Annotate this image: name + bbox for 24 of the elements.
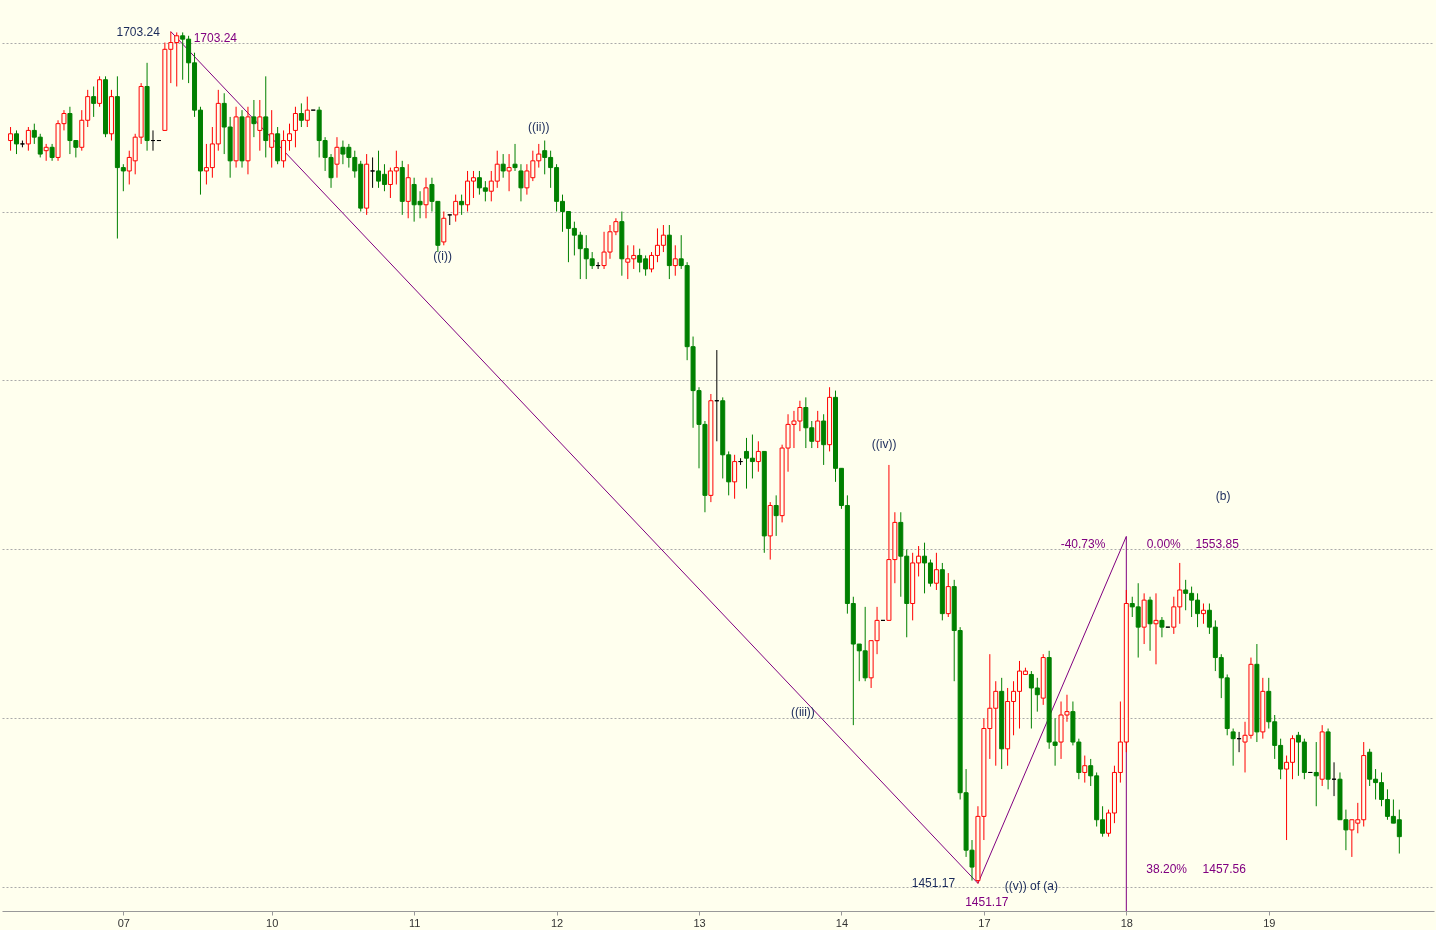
annotation: 1703.24 [116, 24, 161, 39]
annotation: ((iv)) [871, 436, 897, 451]
annotation: 1457.56 [1202, 862, 1247, 877]
annotation: 1553.85 [1195, 537, 1240, 552]
x-tick-label: 14 [835, 916, 849, 929]
annotation: 1703.24 [193, 31, 238, 46]
annotation: 1451.17 [965, 894, 1009, 909]
annotation: ((i)) [433, 249, 452, 264]
annotation: -40.73% [1060, 537, 1106, 552]
x-tick-label: 18 [1120, 916, 1133, 929]
x-tick-label: 11 [408, 916, 421, 929]
annotation: 38.20% [1146, 862, 1188, 877]
annotation: ((iii)) [790, 704, 815, 719]
x-tick-label: 10 [266, 916, 279, 929]
annotation: 1451.17 [911, 876, 956, 891]
x-tick-label: 13 [693, 916, 706, 929]
x-tick-label: 17 [978, 916, 991, 929]
x-tick-label: 07 [117, 916, 130, 929]
annotation: 0.00% [1146, 537, 1182, 552]
x-tick-label: 19 [1263, 916, 1276, 929]
annotation: ((v)) of (a) [1004, 878, 1059, 893]
annotation: (b) [1215, 488, 1231, 503]
x-tick-label: 12 [550, 916, 564, 929]
annotation: ((ii)) [528, 120, 550, 135]
